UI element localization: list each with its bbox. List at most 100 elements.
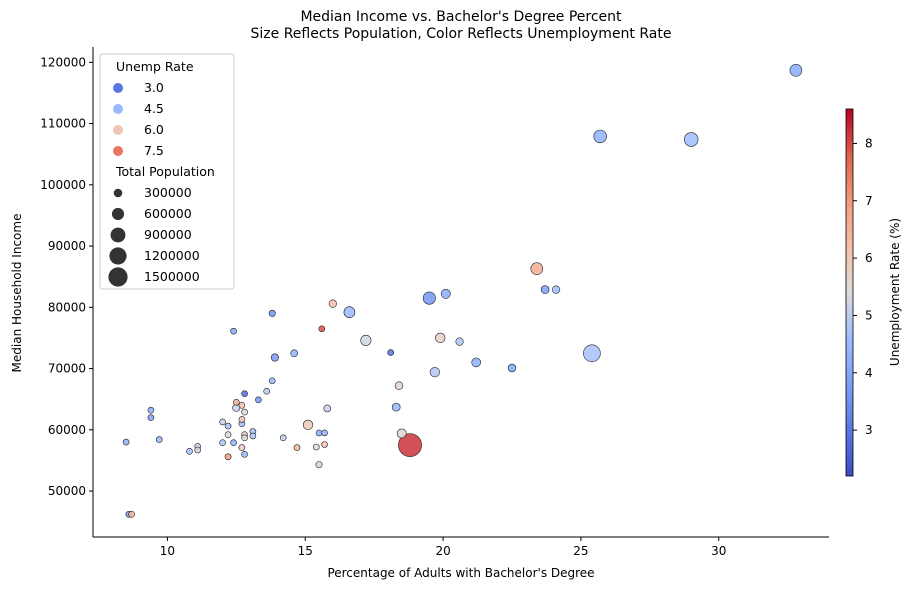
x-tick-label: 10	[160, 544, 175, 558]
data-point	[224, 422, 232, 430]
data-point	[147, 406, 155, 414]
x-tick-label: 20	[435, 544, 450, 558]
data-point	[241, 450, 248, 458]
y-tick-label: 90000	[48, 239, 86, 253]
x-axis-label: Percentage of Adults with Bachelor's Deg…	[327, 566, 594, 580]
data-point	[312, 443, 320, 451]
legend-items: Unemp Rate 3.0 4.5 6.0 7.5 Total Population 30…	[108, 59, 215, 287]
data-point	[530, 262, 544, 276]
data-point	[391, 402, 401, 412]
chart-title: Median Income vs. Bachelor's Degree Perc…	[300, 9, 622, 25]
legend-color-label: 4.5	[144, 101, 164, 116]
x-tick-label: 15	[298, 544, 313, 558]
legend-size-label: 1200000	[144, 248, 200, 263]
data-point	[328, 299, 337, 308]
legend-size-label: 300000	[144, 185, 192, 200]
colorbar-ticks: 3 4 5 6 7 8	[853, 136, 873, 437]
x-tick-label: 30	[711, 544, 726, 558]
colorbar-tick-label: 3	[865, 423, 873, 437]
data-point	[387, 349, 395, 356]
data-point	[255, 396, 262, 404]
legend-color-label: 3.0	[144, 80, 164, 95]
data-point	[155, 436, 163, 443]
legend-color-title: Unemp Rate	[116, 59, 194, 74]
legend-size-marker	[108, 267, 128, 287]
x-ticks: 10 15 20 25 30	[160, 537, 726, 558]
data-point	[224, 431, 232, 439]
y-tick-label: 50000	[48, 484, 86, 498]
legend-frame	[99, 53, 235, 290]
data-point	[683, 132, 699, 147]
data-point	[293, 444, 301, 451]
data-point	[422, 291, 436, 305]
legend-size-label: 900000	[144, 227, 192, 242]
data-point	[270, 353, 279, 362]
colorbar-tick-label: 6	[865, 251, 873, 265]
data-point	[290, 349, 299, 358]
data-point	[128, 510, 135, 518]
data-point	[268, 377, 276, 385]
data-point	[263, 387, 271, 395]
data-point	[540, 285, 550, 294]
data-point	[230, 439, 237, 447]
data-point	[507, 363, 517, 373]
legend-color-marker	[113, 146, 123, 156]
legend-size-marker	[111, 207, 125, 221]
legend-size-marker	[113, 188, 123, 198]
data-point	[435, 332, 446, 344]
data-point	[279, 434, 287, 442]
colorbar-tick-label: 4	[865, 366, 873, 380]
data-point	[455, 337, 464, 346]
data-point	[318, 325, 326, 333]
data-points	[122, 64, 803, 518]
data-point	[321, 441, 328, 448]
x-tick-label: 25	[573, 544, 588, 558]
colorbar-gradient	[845, 108, 854, 477]
data-point	[321, 429, 328, 437]
data-point	[789, 64, 803, 77]
legend: Unemp Rate 3.0 4.5 6.0 7.5 Total Population 30…	[99, 53, 235, 290]
data-point	[429, 367, 440, 378]
chart-subtitle: Size Reflects Population, Color Reflects…	[251, 26, 672, 42]
data-point	[394, 381, 404, 390]
colorbar: 3 4 5 6 7 8 Unemployment Rate (%)	[845, 108, 902, 477]
colorbar-tick-label: 5	[865, 308, 873, 322]
data-point	[219, 418, 226, 426]
legend-size-marker	[109, 247, 127, 265]
y-ticks: 50000 60000 70000 80000 90000 100000 110000 120…	[40, 55, 93, 498]
legend-size-label: 1500000	[144, 269, 200, 284]
data-point	[551, 285, 561, 294]
data-point	[302, 419, 314, 431]
data-point	[249, 432, 257, 440]
legend-color-marker	[113, 83, 123, 93]
data-point	[398, 433, 422, 458]
y-tick-label: 60000	[48, 423, 86, 437]
y-tick-label: 110000	[40, 117, 86, 131]
data-point	[471, 357, 482, 368]
axes	[92, 47, 829, 538]
data-point	[238, 416, 246, 423]
data-point	[440, 288, 451, 299]
data-point	[241, 434, 248, 442]
y-tick-label: 100000	[40, 178, 86, 192]
data-point	[360, 334, 372, 346]
data-point	[268, 309, 276, 317]
y-tick-label: 80000	[48, 300, 86, 314]
colorbar-tick-label: 8	[865, 136, 873, 150]
legend-color-marker	[113, 125, 123, 135]
data-point	[219, 439, 226, 447]
data-point	[224, 453, 232, 461]
data-point	[147, 414, 155, 421]
legend-size-title: Total Population	[115, 164, 215, 179]
data-point	[241, 408, 248, 416]
data-point	[186, 447, 193, 455]
y-axis-label: Median Household Income	[10, 214, 24, 373]
legend-color-marker	[113, 104, 123, 114]
y-tick-label: 70000	[48, 362, 86, 376]
legend-color-label: 7.5	[144, 143, 164, 158]
colorbar-label: Unemployment Rate (%)	[888, 218, 902, 366]
data-point	[230, 327, 237, 335]
data-point	[122, 438, 130, 446]
data-point	[396, 428, 407, 439]
colorbar-tick-label: 7	[865, 194, 873, 208]
